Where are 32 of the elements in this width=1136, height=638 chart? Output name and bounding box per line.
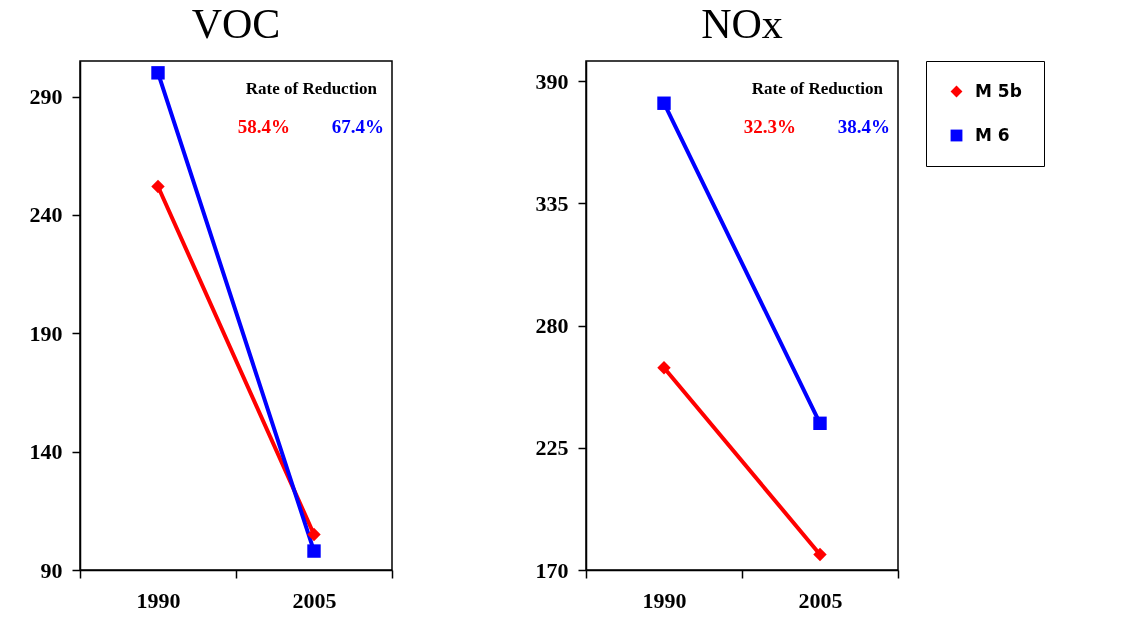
x-tick-label: 1990 <box>642 587 687 613</box>
x-tick-label: 2005 <box>292 587 337 613</box>
annotation: Rate of Reduction <box>245 79 378 98</box>
point <box>151 179 165 194</box>
annotation: 32.3% <box>743 116 796 137</box>
y-tick-label: 170 <box>535 557 569 583</box>
annotation: 38.4% <box>837 116 890 137</box>
annotation: 67.4% <box>331 116 384 137</box>
legend-label: M 5b <box>975 80 1022 101</box>
legend-label: M 6 <box>975 124 1010 145</box>
y-tick-label: 190 <box>29 320 63 346</box>
y-tick-label: 140 <box>29 439 63 465</box>
x-tick-label: 1990 <box>136 587 181 613</box>
annotation: Rate of Reduction <box>751 79 884 98</box>
point <box>657 361 671 375</box>
annotation: 58.4% <box>237 116 290 137</box>
chart-title: VOC <box>191 1 281 47</box>
y-tick-label: 240 <box>29 202 63 228</box>
y-tick-label: 290 <box>29 84 63 110</box>
point <box>307 527 321 542</box>
y-tick-label: 90 <box>40 557 63 583</box>
x-tick-label: 2005 <box>798 587 843 613</box>
y-tick-label: 390 <box>535 68 569 94</box>
point <box>151 66 165 80</box>
point <box>813 547 827 562</box>
point <box>657 96 671 110</box>
y-tick-label: 335 <box>535 190 569 216</box>
point <box>307 544 321 558</box>
y-tick-label: 225 <box>535 435 569 461</box>
chart-title: NOx <box>701 0 783 47</box>
y-tick-label: 280 <box>535 313 569 338</box>
point <box>813 416 827 431</box>
